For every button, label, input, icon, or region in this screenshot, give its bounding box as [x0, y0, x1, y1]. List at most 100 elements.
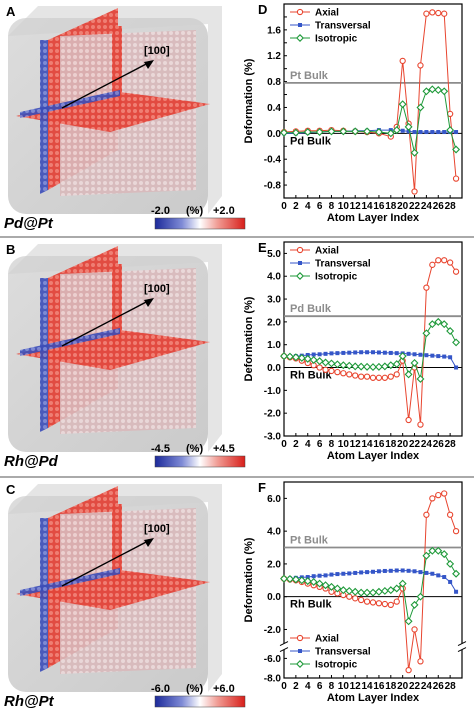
axial-point: [441, 490, 448, 497]
axial-point: [405, 416, 412, 424]
transversal-point: [317, 352, 322, 357]
x-tick-label: 20: [397, 201, 409, 212]
axial-point: [387, 601, 394, 609]
axial-point: [393, 371, 400, 378]
transversal-point: [305, 575, 310, 580]
isotropic-point: [440, 550, 449, 559]
scale-min: -2.0: [151, 205, 170, 217]
plot-frame: [283, 3, 463, 199]
slab-edge-blue: [40, 278, 48, 432]
isotropic-point: [369, 363, 377, 372]
x-tick-label: 22: [409, 681, 421, 692]
transversal-point: [448, 355, 453, 360]
transversal-point: [347, 571, 352, 576]
transversal-point: [436, 354, 441, 359]
slab-edge-blue: [40, 40, 48, 194]
legend-transversal-point: [298, 23, 302, 27]
direction-label: [100]: [144, 283, 170, 295]
axial-point: [446, 511, 454, 518]
y-tick-label: 6.0: [267, 494, 281, 505]
transversal-point: [406, 351, 411, 356]
structure-panel-c: C [100] Rh@Pt -6.0 (%) +6.0: [4, 482, 246, 710]
x-tick-label: 26: [433, 439, 445, 450]
direction-arrow: [61, 539, 151, 587]
axial-point: [369, 374, 377, 381]
axial-point: [429, 495, 436, 502]
isotropic-point: [309, 577, 318, 586]
transversal-point: [454, 130, 459, 135]
x-tick-label: 26: [433, 681, 445, 692]
y-tick-label: 1.2: [267, 51, 281, 62]
transversal-point: [454, 589, 459, 594]
arrow-head: [144, 538, 154, 547]
x-tick-label: 22: [409, 439, 421, 450]
legend-isotropic-point: [296, 272, 304, 280]
isotropic-point: [404, 370, 413, 379]
isotropic-point: [452, 569, 461, 578]
material-label: Rh@Pd: [4, 453, 59, 470]
y-tick-label: -6.0: [264, 654, 282, 665]
x-tick-label: 16: [373, 439, 385, 450]
x-tick-label: 0: [281, 439, 287, 450]
legend-label: Transversal: [315, 21, 371, 32]
x-tick-label: 26: [433, 201, 445, 212]
transversal-point: [436, 130, 441, 135]
arrow-head: [144, 298, 154, 307]
x-tick-label: 28: [445, 681, 457, 692]
transversal-point: [317, 573, 322, 578]
reference-label: Rh Bulk: [290, 370, 332, 382]
transversal-point: [412, 569, 417, 574]
transversal-point: [341, 350, 346, 355]
transversal-point: [448, 579, 453, 584]
y-tick-label: 2.0: [267, 559, 281, 570]
axial-point: [387, 373, 394, 380]
isotropic-point: [416, 103, 425, 112]
axis-break-mark: [457, 641, 467, 647]
scale-max: +2.0: [213, 205, 235, 217]
isotropic-point: [327, 127, 336, 136]
legend-label: Axial: [315, 246, 339, 257]
x-tick-label: 8: [329, 201, 335, 212]
chart-e: E0 2 4 6 8 10 12 14 16 18 20 22 24 26 28-3.0-2.0-1.00.…: [243, 240, 463, 462]
x-tick-label: 8: [329, 439, 335, 450]
x-tick-label: 28: [445, 201, 457, 212]
transversal-point: [442, 354, 447, 359]
strain-colorbar: [154, 695, 246, 708]
transversal-point: [424, 130, 429, 135]
x-tick-label: 6: [317, 681, 323, 692]
axial-point: [375, 374, 383, 381]
isotropic-series-line: [283, 550, 457, 622]
isotropic-point: [291, 575, 300, 584]
axial-point: [352, 595, 359, 602]
transversal-point: [359, 350, 364, 355]
axial-point: [452, 175, 460, 182]
plot-frame: [283, 241, 463, 437]
x-tick-label: 6: [317, 439, 323, 450]
legend-axial-point: [296, 634, 304, 642]
x-tick-label: 10: [338, 201, 350, 212]
legend-label: Isotropic: [315, 272, 358, 283]
direction-arrow: [61, 299, 151, 347]
scale-unit: (%): [186, 683, 203, 695]
legend-isotropic-point: [296, 660, 304, 668]
transversal-point: [359, 570, 364, 575]
strain-colorbar: [154, 455, 246, 468]
y-tick-label: -8.0: [264, 674, 282, 685]
transversal-point: [311, 352, 316, 357]
axial-point: [363, 598, 371, 605]
isotropic-point: [434, 317, 443, 326]
transversal-point: [412, 130, 417, 135]
transversal-point: [353, 570, 358, 575]
x-tick-label: 6: [317, 201, 323, 212]
isotropic-point: [392, 584, 401, 593]
axial-point: [411, 188, 418, 195]
isotropic-point: [422, 551, 431, 560]
legend-label: Transversal: [315, 647, 371, 658]
cube-back: [8, 244, 222, 452]
slab-edge-vertical: [112, 264, 122, 350]
y-tick-label: 0.0: [267, 592, 281, 603]
scale-max: +4.5: [213, 443, 235, 455]
legend-transversal-point: [298, 649, 302, 653]
axial-point: [423, 284, 430, 291]
legend-axial-point: [296, 246, 304, 254]
